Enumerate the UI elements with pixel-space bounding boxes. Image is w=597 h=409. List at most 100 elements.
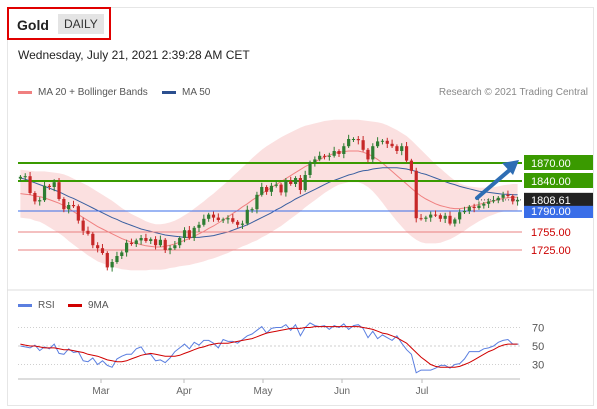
candle-body [149,239,153,241]
candle-body [438,215,442,219]
candle-body [327,155,331,157]
legend-bollinger: MA 20 + Bollinger Bands [18,87,148,98]
candle-body [322,155,327,157]
x-tick-label-jul: Jul [416,386,429,397]
candle-body [71,205,76,207]
candle-body [496,197,500,201]
legend-rsi: RSI [18,300,55,311]
legend-label-rsi: RSI [38,300,55,311]
level-label-1870.00: 1870.00 [531,158,571,170]
research-credit: Research © 2021 Trading Central [438,87,588,98]
candle-body [462,211,467,213]
candle-body [226,218,230,220]
candle-body [342,146,346,154]
candle-body [134,240,138,244]
candle-body [211,214,216,218]
candle-body [313,159,317,163]
candle-body [202,218,206,225]
legend-label-bollinger: MA 20 + Bollinger Bands [38,87,148,98]
x-tick-label-jun: Jun [334,386,350,397]
candle-body [308,162,312,175]
legend-swatch-bollinger [18,90,32,94]
candle-body [356,139,360,141]
candle-body [129,242,134,244]
timeframe-badge[interactable]: DAILY [58,14,104,34]
candle-body [47,185,51,187]
candle-body [250,209,254,211]
candle-body [216,217,220,220]
candle-body [139,238,143,241]
chart-datetime: Wednesday, July 21, 2021 2:39:28 AM CET [18,48,250,62]
candle-body [351,139,356,140]
candle-body [62,199,66,210]
candle-body [153,239,158,246]
candle-body [187,230,191,238]
chart-frame [7,7,594,406]
rsi-tick-label-30: 30 [532,360,544,372]
candle-body [260,187,264,195]
candle-body [110,262,114,268]
candle-body [293,178,298,184]
candle-body [38,200,42,202]
candle-body [482,203,486,206]
rsi-tick-label-70: 70 [532,323,544,335]
candle-body [404,146,409,161]
last-price-tag [524,192,593,206]
candle-body [86,230,90,234]
candle-body [318,155,322,160]
candle-body [221,219,225,221]
candle-body [115,256,119,262]
arrow-up-right-icon [502,160,519,175]
rsi-ma9-line [20,326,518,368]
candle-body [390,143,394,147]
x-tick-label-may: May [254,386,273,397]
ma50-line [20,167,518,238]
candle-body [100,248,105,253]
candle-body [91,233,95,246]
candle-body [429,214,433,218]
legend-ma50: MA 50 [162,87,210,98]
level-label-1790.00: 1790.00 [531,206,571,218]
candle-body [511,196,515,202]
candle-body [33,193,37,202]
candle-body [453,219,457,224]
candle-body [18,176,23,179]
candle-body [400,146,404,151]
symbol-header[interactable]: Gold DAILY [7,7,111,40]
legend-label-ma50: MA 50 [182,87,211,98]
candle-body [424,217,428,219]
candle-body [158,239,162,246]
candle-body [279,184,283,193]
candle-body [144,238,148,241]
candle-body [515,199,520,202]
candle-body [491,200,496,202]
candle-body [57,182,61,199]
candle-body [303,175,307,190]
rsi-tick-label-50: 50 [532,341,544,353]
candle-body [182,230,187,238]
legend-swatch-rsi [18,303,32,307]
candle-body [380,140,385,142]
legend-ma9: 9MA [68,300,109,311]
candle-body [42,185,47,201]
candle-body [76,206,80,221]
candle-body [414,170,418,219]
candle-body [52,182,56,187]
candle-body [197,224,201,228]
level-tag-1870.00 [524,155,593,170]
candle-body [472,206,476,208]
legend-label-ma9: 9MA [88,300,109,311]
candle-body [337,151,341,154]
candle-body [433,214,438,216]
candle-body [105,253,109,268]
bollinger-band-area [20,119,518,271]
candle-body [284,181,288,193]
candle-body [120,252,124,256]
x-tick-label-mar: Mar [92,386,110,397]
candle-body [240,223,245,225]
candle-body [347,139,351,147]
symbol-label: Gold [17,17,49,33]
ma20-line [20,150,518,248]
legend-swatch-ma50 [162,90,176,94]
